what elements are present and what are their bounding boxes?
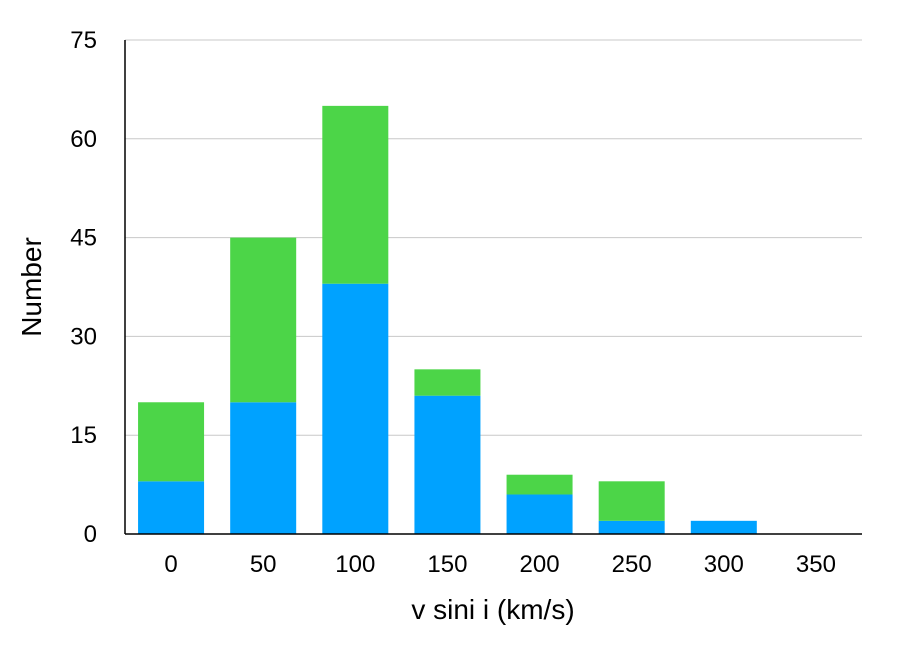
bars [138,105,757,534]
x-tick-label: 150 [427,551,467,578]
bar-segment-series-1 [414,395,481,534]
bar-segment-series-2 [138,402,205,482]
bar-segment-series-2 [230,237,297,403]
bar-segment-series-1 [690,520,757,534]
bar-segment-series-1 [138,481,205,534]
bar-segment-series-2 [598,481,665,521]
bar-segment-series-1 [598,520,665,534]
bar-segment-series-2 [506,474,573,495]
x-tick-label: 350 [796,551,836,578]
bar-segment-series-2 [322,105,389,284]
x-tick-label: 0 [164,551,177,578]
y-axis-title: Number [16,237,47,337]
x-tick-label: 100 [335,551,375,578]
y-tick-label: 45 [70,225,97,252]
y-tick-label: 15 [70,422,97,449]
y-tick-labels: 0 15 30 45 60 75 [70,27,97,548]
x-tick-label: 250 [612,551,652,578]
y-tick-label: 30 [70,323,97,350]
x-tick-labels: 0 50 100 150 200 250 300 350 [164,551,836,578]
y-tick-label: 75 [70,27,97,54]
bar-segment-series-2 [414,369,481,396]
bar-segment-series-1 [322,283,389,534]
y-tick-label: 0 [84,521,97,548]
x-tick-label: 200 [520,551,560,578]
x-axis-title: v sini i (km/s) [411,594,574,625]
y-tick-label: 60 [70,126,97,153]
x-tick-label: 50 [250,551,277,578]
bar-segment-series-1 [506,494,573,534]
axes [124,40,862,535]
bar-segment-series-1 [230,402,297,534]
x-tick-label: 300 [704,551,744,578]
